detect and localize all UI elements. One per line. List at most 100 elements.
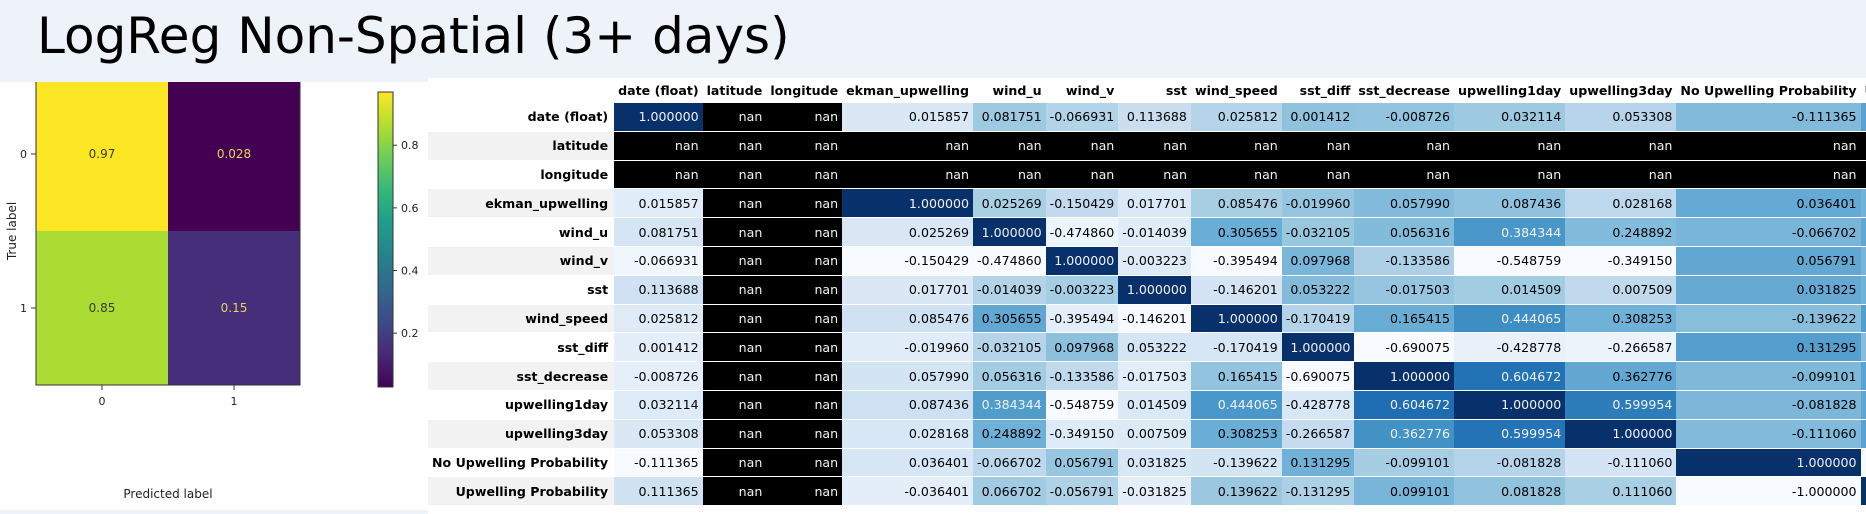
table-cell: nan [702, 332, 767, 362]
table-cell: nan [1281, 130, 1355, 160]
table-cell: -0.146201 [1190, 274, 1282, 304]
table-cell: -1.000000 [1676, 476, 1861, 506]
table-cell: 0.604672 [1454, 361, 1566, 390]
cm-cell-value: 0.028 [217, 147, 251, 161]
table-cell: nan [1281, 159, 1355, 189]
cm-cell-value: 0.15 [221, 301, 248, 315]
table-cell: 0.131295 [1676, 332, 1861, 362]
table-cell: nan [702, 447, 767, 477]
table-cell: -0.036401 [842, 476, 974, 506]
table-cell: nan [766, 361, 843, 390]
table-cell: 0.599954 [1565, 389, 1677, 419]
table-cell: 0.113688 [614, 274, 703, 304]
column-header: No Upwelling Probability [1676, 78, 1861, 102]
table-row: sst_decrease -0.008726 nan nan 0.057990 0.056… [428, 361, 1866, 390]
table-cell: 0.025269 [842, 217, 974, 246]
table-cell: 1.000000 [1454, 389, 1566, 419]
table-cell: nan [766, 303, 843, 333]
table-cell: 0.014509 [1454, 274, 1566, 304]
colorbar-tick-label: 0.4 [401, 265, 419, 278]
table-cell: -0.111060 [1565, 447, 1677, 477]
table-cell: -0.131295 [1281, 476, 1355, 506]
table-cell: nan [766, 159, 843, 189]
table-cell: -0.014039 [973, 274, 1046, 304]
table-cell: 0.028168 [842, 418, 974, 448]
cm-x-tick-label: 1 [231, 395, 238, 408]
table-cell: -0.133586 [1354, 245, 1455, 275]
table-cell: 1.000000 [1565, 418, 1677, 448]
table-row: upwelling3day 0.053308 nan nan 0.028168 0.248… [428, 418, 1866, 448]
table-cell: -0.474860 [1045, 217, 1119, 246]
table-cell: nan [842, 130, 974, 160]
row-header: upwelling3day [428, 418, 615, 448]
column-header: sst_diff [1281, 78, 1355, 102]
table-cell: -0.170419 [1190, 332, 1282, 362]
table-cell: -0.066702 [1676, 217, 1861, 246]
table-cell: 0.031825 [1118, 447, 1191, 477]
table-cell: 1.000000 [1045, 245, 1119, 275]
table-cell: -0.056791 [1860, 245, 1866, 275]
table-row: wind_speed 0.025812 nan nan 0.085476 0.305655… [428, 303, 1866, 333]
table-cell: 1.000000 [1676, 447, 1861, 477]
cm-cell [168, 231, 300, 385]
table-cell: nan [1045, 159, 1119, 189]
table-cell: 0.444065 [1190, 389, 1282, 419]
table-cell: 0.007509 [1118, 418, 1191, 448]
table-cell: 1.000000 [1190, 303, 1282, 333]
table-cell: -0.056791 [1045, 476, 1119, 506]
row-header: sst [428, 274, 615, 304]
table-cell: -0.031825 [1118, 476, 1191, 506]
table-cell: nan [702, 159, 767, 189]
colorbar-tick-label: 0.6 [401, 202, 419, 215]
table-cell: 0.056316 [1354, 217, 1455, 246]
table-cell: nan [614, 159, 703, 189]
table-cell: 0.087436 [842, 389, 974, 419]
table-cell: 0.036401 [842, 447, 974, 477]
table-cell: nan [1454, 130, 1566, 160]
table-cell: 0.081828 [1860, 389, 1866, 419]
table-cell: 0.056316 [973, 361, 1046, 390]
table-cell: 0.066702 [1860, 217, 1866, 246]
table-cell: nan [1118, 159, 1191, 189]
table-cell: nan [766, 332, 843, 362]
table-cell: nan [614, 130, 703, 160]
table-cell: -0.139622 [1190, 447, 1282, 477]
table-cell: 0.111365 [1860, 102, 1866, 131]
table-cell: nan [702, 274, 767, 304]
table-cell: -0.081828 [1454, 447, 1566, 477]
table-cell: 0.165415 [1354, 303, 1455, 333]
table-row: No Upwelling Probability -0.111365 nan nan 0… [428, 447, 1866, 477]
slide-title: LogReg Non-Spatial (3+ days) [37, 7, 790, 65]
table-cell: -0.548759 [1454, 245, 1566, 275]
table-cell: 0.056791 [1045, 447, 1119, 477]
table-cell: nan [973, 130, 1046, 160]
table-cell: nan [702, 102, 767, 131]
table-cell: nan [1190, 159, 1282, 189]
correlation-table-panel: date (float) latitude longitude ekman_upwel… [428, 78, 1866, 514]
table-cell: nan [842, 159, 974, 189]
table-cell: nan [702, 303, 767, 333]
table-cell: 0.081828 [1454, 476, 1566, 506]
table-cell: nan [766, 217, 843, 246]
cm-y-tick-label: 1 [20, 302, 27, 315]
table-cell: 0.305655 [1190, 217, 1282, 246]
table-cell: -0.395494 [1190, 245, 1282, 275]
table-cell: -0.066931 [1045, 102, 1119, 131]
table-cell: nan [1676, 130, 1861, 160]
table-cell: -0.003223 [1045, 274, 1119, 304]
table-cell: nan [1860, 130, 1866, 160]
cm-x-tick-label: 0 [99, 395, 106, 408]
table-cell: 0.139622 [1190, 476, 1282, 506]
table-row: latitude nan nan nan nan nan nan nan nan nan nan na… [428, 130, 1866, 160]
row-header: latitude [428, 130, 615, 160]
table-cell: -0.111365 [614, 447, 703, 477]
column-header: latitude [702, 78, 767, 102]
table-cell: 0.085476 [1190, 188, 1282, 218]
table-cell: -0.690075 [1281, 361, 1355, 390]
cm-y-tick-label: 0 [20, 148, 27, 161]
table-cell: nan [1860, 159, 1866, 189]
table-cell: nan [766, 274, 843, 304]
cm-cell-value: 0.97 [89, 147, 116, 161]
table-cell: -0.146201 [1118, 303, 1191, 333]
table-cell: 1.000000 [1281, 332, 1355, 362]
